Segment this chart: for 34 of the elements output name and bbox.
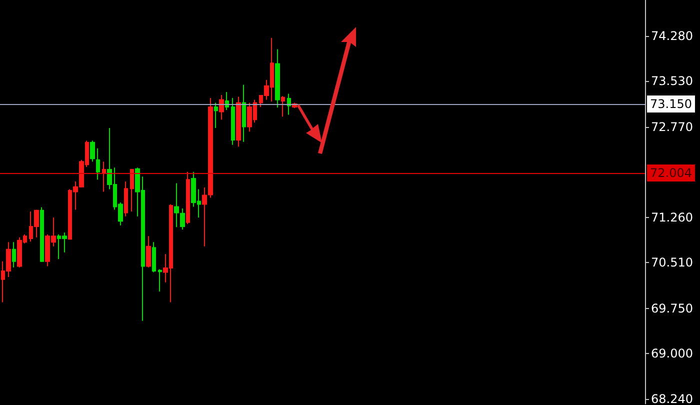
- candlestick: [40, 206, 44, 262]
- y-tick-label: 69.000: [651, 346, 693, 360]
- candlestick: [90, 140, 95, 162]
- candlestick: [208, 97, 213, 198]
- ref-line-label: 73.150: [650, 96, 692, 111]
- y-tick-label: 72.770: [651, 120, 693, 134]
- candlestick: [96, 148, 100, 180]
- candlestick: [186, 171, 190, 225]
- candlestick: [225, 91, 229, 110]
- y-tick-label: 68.240: [651, 392, 693, 405]
- candlestick: [12, 242, 16, 268]
- y-tick-label: 71.260: [651, 210, 693, 225]
- y-tick-label: 73.530: [651, 74, 693, 88]
- candlestick: [158, 268, 162, 292]
- candlestick: [231, 97, 235, 146]
- candlestick: [102, 161, 106, 192]
- candlestick: [180, 208, 185, 230]
- candlestick: [146, 236, 151, 268]
- candlestick: [242, 84, 246, 142]
- candlestick: [287, 93, 291, 116]
- candlestick: [275, 48, 280, 108]
- candlestick: [219, 94, 224, 120]
- ref-line-label: 72.004: [650, 166, 692, 180]
- candlestick: [124, 180, 128, 217]
- y-tick-label: 69.750: [651, 301, 693, 316]
- y-tick-label: 70.510: [651, 256, 693, 270]
- y-tick-label: 74.280: [651, 29, 693, 44]
- candlestick: [236, 96, 241, 148]
- candlestick: [281, 96, 285, 118]
- candlestick: [174, 182, 179, 228]
- candlestick: [152, 242, 156, 273]
- candlestick: [202, 186, 207, 247]
- candlestick: [130, 168, 134, 212]
- candlestick: [214, 102, 218, 128]
